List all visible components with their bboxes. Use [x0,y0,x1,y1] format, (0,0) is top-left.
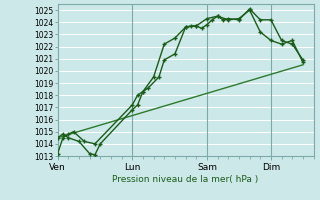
X-axis label: Pression niveau de la mer( hPa ): Pression niveau de la mer( hPa ) [112,175,259,184]
